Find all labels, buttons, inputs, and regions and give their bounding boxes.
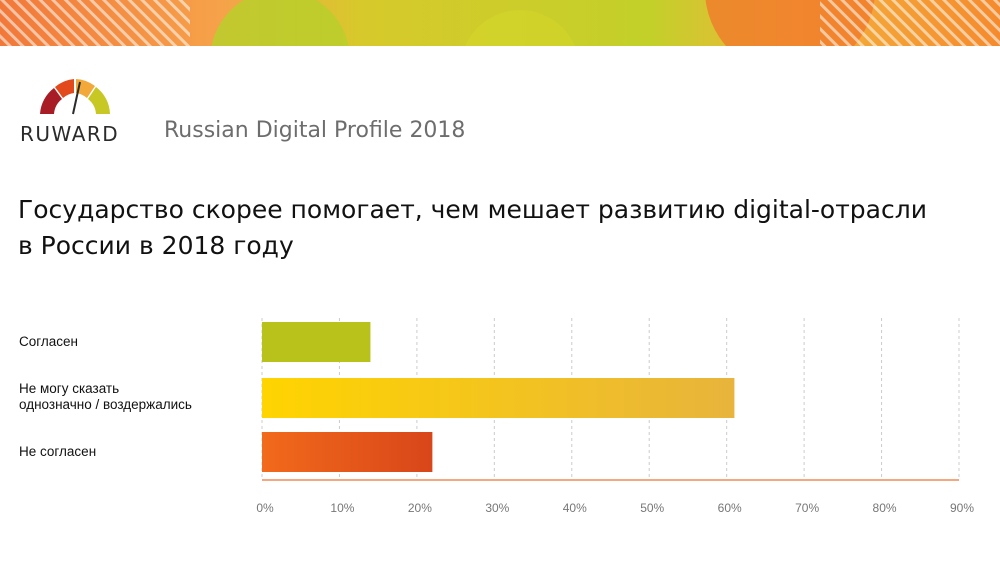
category-label-undecided-line-2: однозначно / воздержались xyxy=(19,397,192,412)
speedometer-icon xyxy=(40,79,110,115)
chart-title-line-2: в России в 2018 году xyxy=(18,231,294,260)
category-label-disagree: Не согласен xyxy=(19,444,97,459)
tick-label-50: 50% xyxy=(640,501,664,515)
report-title: Russian Digital Profile 2018 xyxy=(164,118,466,143)
tick-label-40: 40% xyxy=(563,501,587,515)
decorative-banner xyxy=(0,0,1000,46)
tick-label-60: 60% xyxy=(718,501,742,515)
bars xyxy=(262,322,735,472)
brand-name: RUWARD xyxy=(20,122,120,146)
category-label-undecided-line-1: Не могу сказать xyxy=(19,381,120,396)
category-label-undecided: Не могу сказать однозначно / воздержалис… xyxy=(19,381,254,413)
bar-disagree xyxy=(262,432,433,472)
bar-chart: 0% 10% 20% 30% 40% 50% 60% 70% 80% 90% xyxy=(256,318,974,515)
bar-agree xyxy=(262,322,371,362)
tick-label-0: 0% xyxy=(256,501,274,515)
ruward-logo: RUWARD xyxy=(18,74,133,148)
chart-title: Государство скорее помогает, чем мешает … xyxy=(18,192,978,264)
category-label-agree: Согласен xyxy=(19,334,78,349)
bar-undecided xyxy=(262,378,735,418)
chart-title-line-1: Государство скорее помогает, чем мешает … xyxy=(18,195,927,224)
tick-label-30: 30% xyxy=(485,501,509,515)
tick-label-20: 20% xyxy=(408,501,432,515)
tick-label-70: 70% xyxy=(795,501,819,515)
x-axis-ticks: 0% 10% 20% 30% 40% 50% 60% 70% 80% 90% xyxy=(256,501,974,515)
tick-label-90: 90% xyxy=(950,501,974,515)
tick-label-10: 10% xyxy=(330,501,354,515)
tick-label-80: 80% xyxy=(873,501,897,515)
